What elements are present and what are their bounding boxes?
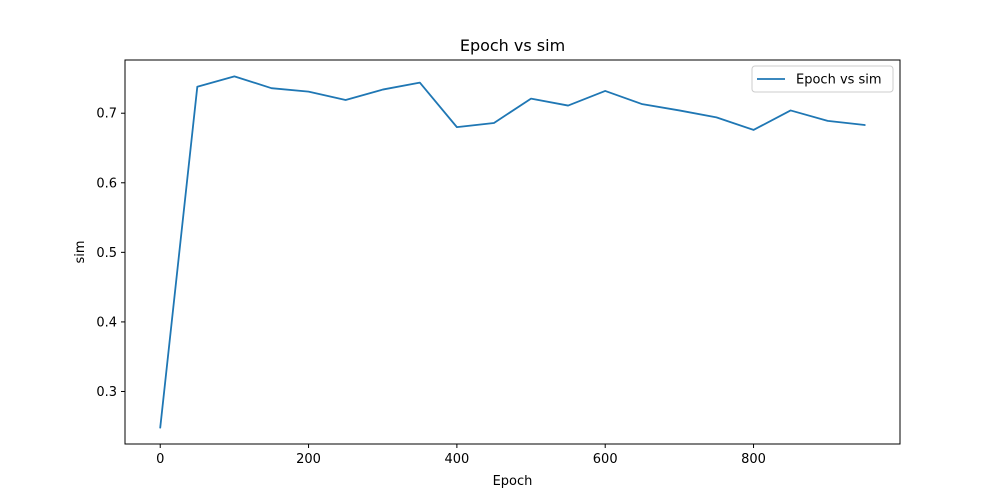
x-tick-label: 400 bbox=[444, 452, 469, 467]
x-axis-label: Epoch bbox=[493, 474, 533, 489]
legend-label: Epoch vs sim bbox=[796, 73, 882, 88]
plot-area bbox=[124, 59, 901, 445]
x-tick-label: 800 bbox=[741, 452, 766, 467]
y-tick-label: 0.6 bbox=[96, 176, 117, 191]
legend-box bbox=[751, 65, 894, 93]
chart-title: Epoch vs sim bbox=[460, 36, 565, 55]
series-line bbox=[159, 75, 866, 429]
y-axis-label: sim bbox=[73, 240, 88, 263]
y-tick-label: 0.4 bbox=[96, 315, 117, 330]
y-axis: 0.3 0.4 0.5 0.6 0.7 bbox=[96, 107, 125, 400]
x-axis: 0 200 400 600 800 bbox=[156, 444, 766, 467]
y-tick-label: 0.5 bbox=[96, 246, 117, 261]
x-tick-label: 0 bbox=[156, 452, 164, 467]
y-tick-label: 0.3 bbox=[96, 385, 117, 400]
y-tick-label: 0.7 bbox=[96, 107, 117, 122]
series-layer bbox=[159, 75, 866, 429]
legend: Epoch vs sim bbox=[751, 65, 894, 93]
x-tick-label: 200 bbox=[296, 452, 321, 467]
x-tick-label: 600 bbox=[593, 452, 618, 467]
